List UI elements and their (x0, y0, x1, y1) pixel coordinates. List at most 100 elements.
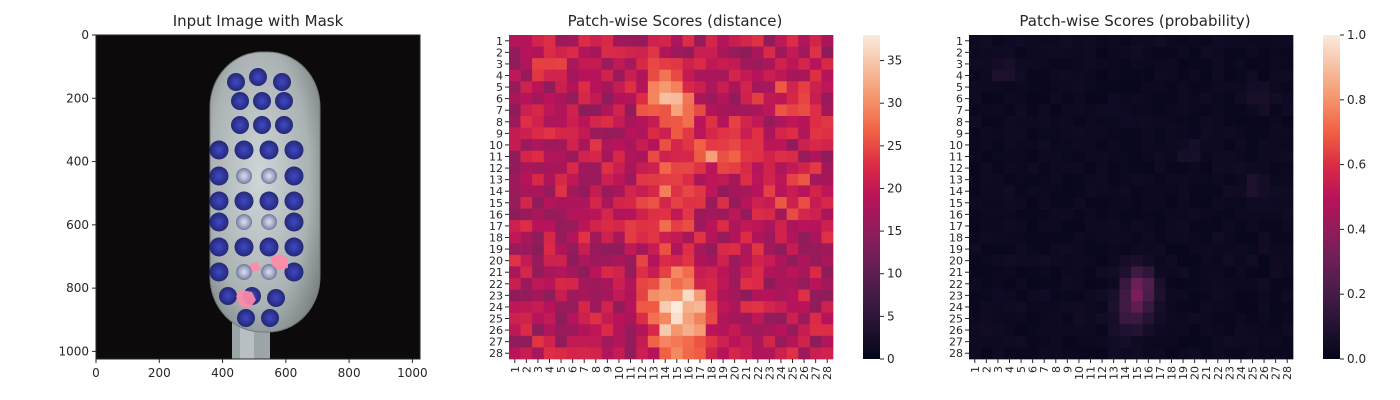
heatmap-cell (809, 197, 822, 209)
heatmap-cell (763, 116, 776, 128)
heatmap-cell (578, 116, 591, 128)
heatmap-cell (821, 243, 834, 256)
heatmap-cell (1131, 278, 1143, 290)
heatmap-cell (555, 127, 568, 140)
heatmap-cell (1142, 173, 1155, 186)
heatmap-cell (566, 81, 579, 94)
heatmap-cell (1281, 81, 1294, 94)
heatmap-cell (1015, 266, 1028, 279)
heatmap-cell (705, 312, 718, 325)
heatmap-cell (717, 231, 730, 244)
heatmap-cell (1003, 324, 1016, 337)
heatmap-cell (1050, 324, 1062, 337)
y-tick-label: 14 (949, 185, 963, 198)
heatmap-cell (786, 312, 799, 325)
heatmap-cell (798, 254, 811, 267)
heatmap-cell (1026, 266, 1039, 279)
heatmap-cell (752, 335, 764, 348)
heatmap-cell (636, 289, 649, 302)
heatmap-cell (969, 185, 981, 198)
heatmap-cell (1038, 185, 1051, 198)
heatmap-cell (809, 35, 822, 47)
heatmap-cell (636, 231, 649, 244)
heatmap-cell (624, 35, 637, 47)
colorbar-ticks: 0.00.20.40.60.81.0 (1340, 28, 1366, 366)
heatmap-cell (1235, 185, 1248, 198)
heatmap-cell (809, 81, 822, 94)
heatmap-cell (1003, 92, 1016, 105)
heatmap-cell (1096, 127, 1109, 140)
heatmap-cell (1038, 335, 1051, 348)
heatmap-cell (1154, 289, 1167, 302)
heatmap-cell (728, 335, 741, 348)
heatmap-cell (809, 150, 822, 163)
y-tick-label: 16 (489, 208, 503, 221)
heatmap-cell (1026, 46, 1039, 59)
heatmap-cell (647, 266, 660, 279)
heatmap-cell (1235, 266, 1248, 279)
heatmap-cell (543, 301, 556, 314)
heatmap-cell (798, 116, 811, 128)
heatmap-cell (613, 266, 626, 279)
heatmap-cell (1258, 127, 1271, 140)
heatmap-cell (992, 312, 1005, 325)
heatmap-cell (566, 162, 579, 175)
heatmap-cell (1188, 58, 1201, 71)
heatmap-cell (682, 243, 695, 256)
heatmap-cell (1061, 104, 1074, 117)
heatmap-cell (532, 139, 545, 152)
heatmap-cell (969, 150, 981, 163)
heatmap-cell (671, 254, 683, 267)
heatmap-cell (1258, 173, 1271, 186)
heatmap-cell (1096, 208, 1109, 221)
heatmap-cell (601, 46, 614, 59)
heatmap-cell (728, 185, 741, 198)
heatmap-cell (1084, 35, 1097, 47)
bristle-tuft (209, 140, 229, 160)
heatmap-cell (1061, 220, 1074, 233)
y-tick-label: 400 (66, 155, 89, 169)
heatmap-cell (1038, 116, 1051, 128)
heatmap-cell (798, 46, 811, 59)
heatmap-cell (728, 92, 741, 105)
heatmap-cell (752, 46, 764, 59)
heatmap-cell (1235, 220, 1248, 233)
heatmap-cell (509, 150, 521, 163)
heatmap-cell (1073, 289, 1086, 302)
heatmap-cell (1165, 220, 1178, 233)
x-tick-label: 1000 (397, 366, 428, 380)
heatmap-cell (1200, 139, 1213, 152)
heatmap-cell (1050, 347, 1062, 360)
heatmap-cell (671, 46, 683, 59)
heatmap-cell (1269, 231, 1282, 244)
heatmap-cell (1258, 116, 1271, 128)
y-tick-label: 2 (496, 46, 503, 59)
heatmap-cell (578, 81, 591, 94)
heatmap-cell (532, 266, 545, 279)
heatmap-cell (694, 35, 707, 47)
heatmap-cell (647, 35, 660, 47)
heatmap-cell (1246, 69, 1259, 82)
x-tick-label: 26 (1258, 366, 1271, 380)
heatmap-cell (763, 197, 776, 209)
heatmap-cell (647, 92, 660, 105)
heatmap-cell (1061, 46, 1074, 59)
y-tick-label: 0 (81, 28, 89, 42)
heatmap-cell (740, 185, 753, 198)
heatmap-cell (1084, 58, 1097, 71)
heatmap-cell (590, 185, 602, 198)
heatmap-cell (1246, 81, 1259, 94)
heatmap-cell (821, 139, 834, 152)
heatmap-cell (1235, 69, 1248, 82)
heatmap-cell (1269, 254, 1282, 267)
heatmap-cell (566, 139, 579, 152)
y-tick-label: 13 (489, 174, 503, 187)
y-tick-label: 22 (489, 278, 503, 291)
heatmap-cell (1050, 81, 1062, 94)
heatmap-cell (543, 35, 556, 47)
heatmap-cell (520, 104, 533, 117)
heatmap-cell (752, 162, 764, 175)
heatmap-cell (1131, 266, 1143, 279)
heatmap-cell (1188, 243, 1201, 256)
heatmap-cell (1269, 35, 1282, 47)
